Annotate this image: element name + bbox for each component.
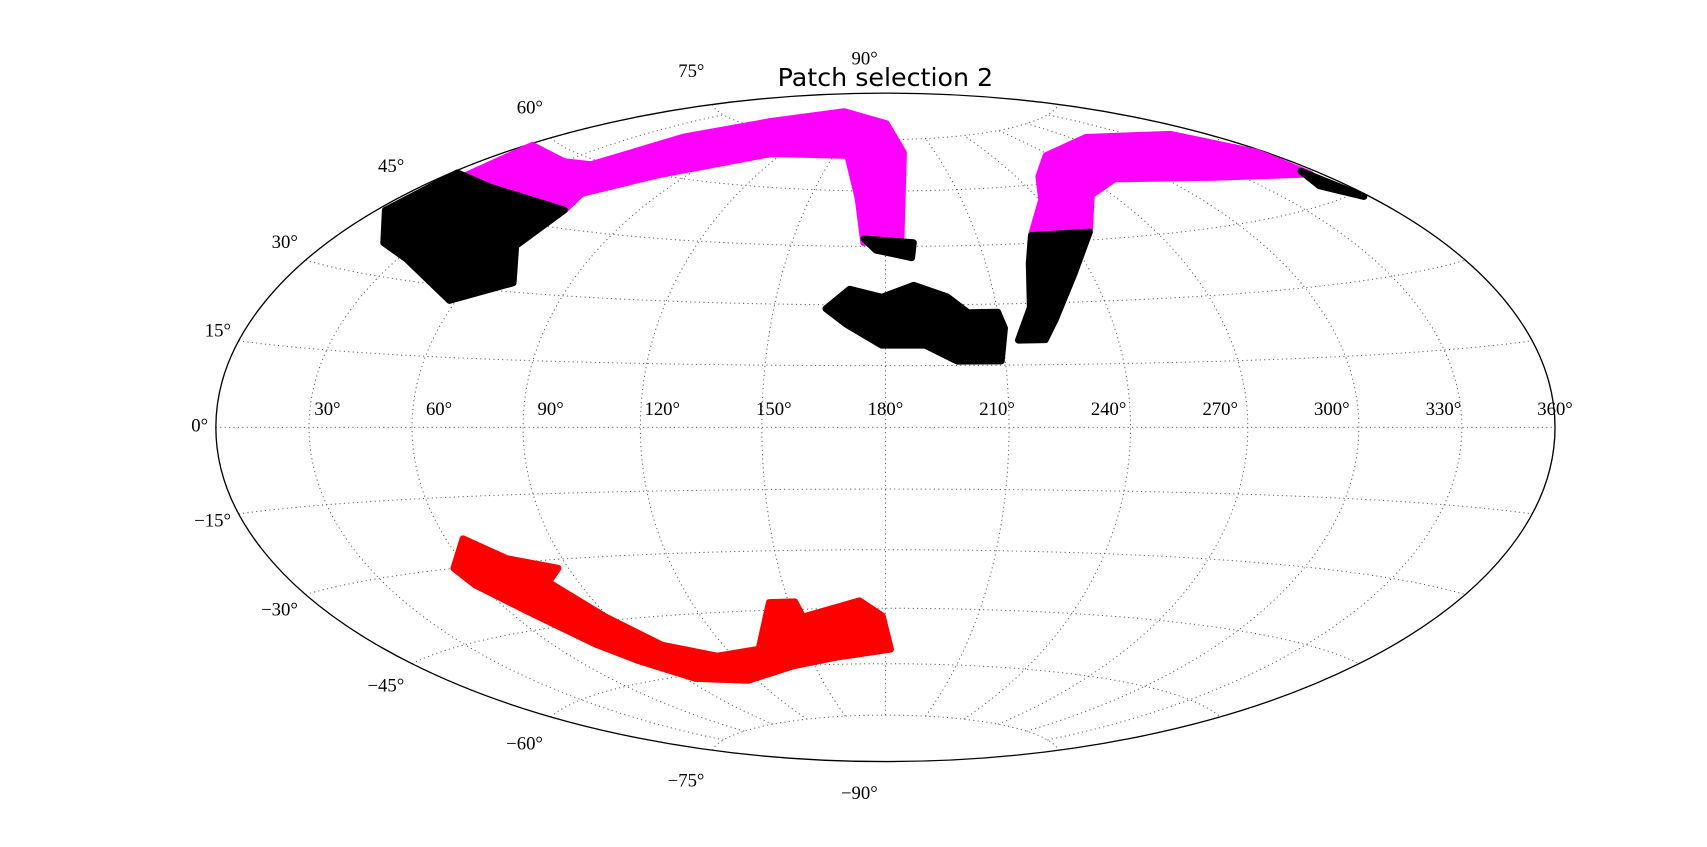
y-tick-label: −30° [261, 599, 298, 620]
x-tick-label: 120° [644, 399, 680, 420]
parallel-grid-line [238, 340, 1533, 367]
sky-patch [1297, 167, 1368, 200]
sky-patch [860, 235, 917, 262]
x-tick-label: 90° [538, 399, 564, 420]
sky-patch [450, 535, 894, 684]
y-tick-label: −90° [841, 783, 878, 804]
x-tick-label: 300° [1314, 399, 1350, 420]
y-tick-label: 75° [678, 61, 704, 82]
parallel-grid-line [711, 714, 1060, 751]
y-tick-label: 45° [378, 156, 404, 177]
labels: 30° 60° 90° 120° 150° 180° 210° 240° 270° 300° 330… [191, 48, 1573, 804]
x-tick-label: 330° [1426, 399, 1462, 420]
y-tick-label: 90° [852, 48, 878, 69]
x-tick-label: 210° [979, 399, 1015, 420]
x-tick-label: 150° [756, 399, 792, 420]
x-tick-label: 240° [1091, 399, 1127, 420]
parallel-grid-line [238, 488, 1533, 515]
sky-patch [1027, 130, 1315, 239]
parallel-grid-line [411, 607, 1360, 665]
meridian-grid-line [963, 135, 1132, 720]
x-tick-label: 180° [868, 399, 904, 420]
parallel-grid-line [550, 663, 1221, 718]
meridian-grid-line [411, 123, 745, 732]
chart-title: Patch selection 2 [778, 62, 994, 92]
y-tick-label: 15° [205, 321, 231, 342]
sky-patch [1014, 228, 1093, 344]
meridian-grid-line [639, 135, 808, 720]
sky-patch [822, 281, 1008, 365]
map-boundary [215, 92, 1556, 763]
y-tick-label: 60° [517, 98, 543, 119]
y-tick-label: 30° [272, 232, 298, 253]
x-tick-label: 30° [314, 399, 340, 420]
x-tick-label: 60° [426, 399, 452, 420]
y-tick-label: −45° [367, 675, 404, 696]
y-tick-label: −15° [194, 511, 231, 532]
x-tick-label: 270° [1202, 399, 1238, 420]
y-tick-label: −60° [506, 734, 543, 755]
meridian-grid-line [997, 130, 1249, 725]
y-tick-label: 0° [191, 416, 208, 437]
parallel-grid-line [411, 190, 1360, 247]
y-tick-label: −75° [668, 770, 705, 791]
meridian-grid-line [1026, 123, 1360, 732]
sky-patch [380, 169, 568, 304]
patches [380, 108, 1368, 684]
x-tick-label: 360° [1537, 399, 1573, 420]
